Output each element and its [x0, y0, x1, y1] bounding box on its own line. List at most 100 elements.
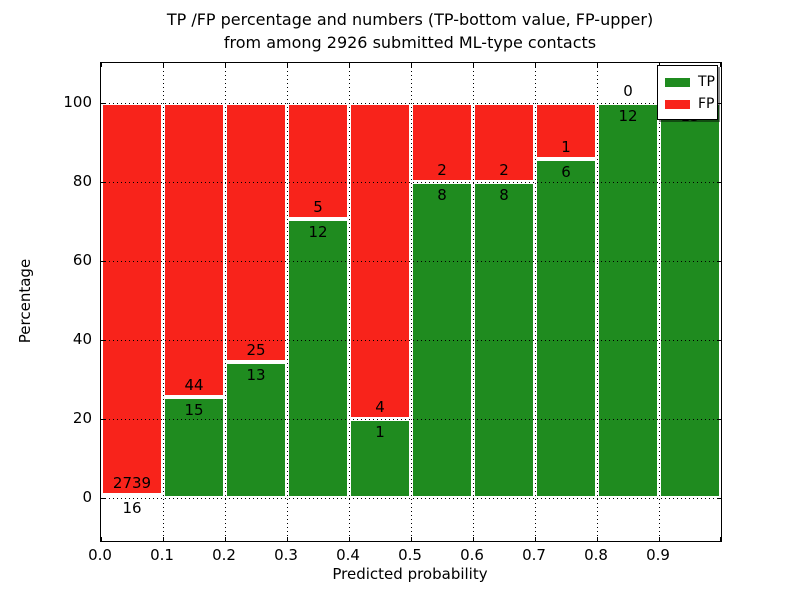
y-tick-right — [717, 418, 721, 420]
y-tick-label: 80 — [72, 171, 92, 190]
x-tick-top — [473, 63, 474, 67]
x-gridline — [163, 63, 164, 541]
bar-tp-segment — [597, 102, 659, 498]
bar-fp-segment — [411, 102, 473, 182]
x-tick-bottom — [597, 537, 598, 541]
plot-area: TP FP 2739164415251351241282816012013 — [100, 62, 722, 542]
x-tick-bottom — [287, 537, 288, 541]
fp-count-label: 2 — [437, 160, 447, 179]
legend-item-tp: TP — [665, 71, 715, 93]
fp-count-label: 25 — [246, 341, 266, 360]
x-tick-label: 0.8 — [584, 546, 608, 564]
bar-tp-segment — [225, 362, 287, 498]
y-tick-right — [717, 102, 721, 104]
bar-fp-segment — [287, 102, 349, 219]
x-tick-bottom — [411, 537, 412, 541]
bar-tp-segment — [287, 218, 349, 498]
fp-count-label: 2739 — [112, 474, 152, 493]
x-tick-label: 0.0 — [88, 546, 112, 564]
x-tick-label: 0.9 — [646, 546, 670, 564]
tp-legend-label: TP — [698, 74, 715, 90]
bar-fp-segment — [225, 102, 287, 363]
fp-count-label: 0 — [623, 81, 633, 100]
x-axis-label: Predicted probability — [332, 565, 488, 583]
x-tick-top — [411, 63, 412, 67]
x-gridline — [659, 63, 660, 541]
x-tick-label: 0.2 — [212, 546, 236, 564]
x-tick-top — [163, 63, 164, 67]
y-tick-right — [717, 181, 721, 183]
tp-count-label: 6 — [561, 162, 571, 181]
y-tick-right — [717, 339, 721, 341]
x-tick-label: 0.5 — [398, 546, 422, 564]
bar-fp-segment — [163, 102, 225, 398]
y-tick-label: 60 — [72, 250, 92, 269]
x-tick-label: 0.6 — [460, 546, 484, 564]
tp-count-label: 1 — [375, 422, 385, 441]
tp-legend-swatch — [665, 77, 690, 87]
x-tick-bottom — [659, 537, 660, 541]
x-tick-top — [535, 63, 536, 67]
x-gridline — [287, 63, 288, 541]
y-tick-left — [101, 339, 105, 341]
chart-title-line2: from among 2926 submitted ML-type contac… — [223, 33, 597, 52]
bar-tp-segment — [163, 397, 225, 498]
y-axis-label: Percentage — [16, 258, 34, 344]
y-tick-right — [717, 260, 721, 262]
x-tick-bottom — [225, 537, 226, 541]
x-tick-bottom — [535, 537, 536, 541]
bar-tp-segment — [659, 102, 721, 498]
tp-count-label: 15 — [184, 401, 204, 420]
x-gridline — [473, 63, 474, 541]
fp-legend-swatch — [665, 99, 690, 109]
bar-fp-segment — [349, 102, 411, 419]
x-tick-top — [225, 63, 226, 67]
x-tick-top — [349, 63, 350, 67]
legend-item-fp: FP — [665, 93, 715, 115]
x-gridline — [349, 63, 350, 541]
x-tick-label: 0.1 — [150, 546, 174, 564]
fp-count-label: 2 — [499, 160, 509, 179]
x-tick-top — [597, 63, 598, 67]
x-tick-bottom — [720, 537, 721, 541]
x-tick-top — [287, 63, 288, 67]
chart-title: TP /FP percentage and numbers (TP-bottom… — [90, 8, 730, 54]
bar-tp-segment — [535, 158, 597, 498]
x-tick-bottom — [101, 537, 102, 541]
tp-count-label: 12 — [618, 106, 638, 125]
y-tick-label: 100 — [63, 92, 92, 111]
bar-fp-segment — [473, 102, 535, 182]
bar-fp-segment — [101, 102, 163, 496]
y-tick-left — [101, 102, 105, 104]
chart-title-line1: TP /FP percentage and numbers (TP-bottom… — [166, 10, 654, 29]
x-tick-top — [720, 63, 721, 67]
x-tick-bottom — [473, 537, 474, 541]
y-tick-left — [101, 181, 105, 183]
x-gridline — [411, 63, 412, 541]
x-tick-bottom — [349, 537, 350, 541]
y-tick-left — [101, 418, 105, 420]
tp-count-label: 8 — [437, 185, 447, 204]
tp-count-label: 12 — [308, 222, 328, 241]
fp-count-label: 44 — [184, 376, 204, 395]
y-tick-left — [101, 260, 105, 262]
bar-tp-segment — [473, 181, 535, 498]
tp-count-label: 8 — [499, 185, 509, 204]
bar-tp-segment — [411, 181, 473, 498]
y-tick-label: 0 — [82, 487, 92, 506]
fp-legend-label: FP — [698, 96, 715, 112]
fp-count-label: 1 — [561, 137, 571, 156]
fp-count-label: 4 — [375, 397, 385, 416]
x-gridline — [225, 63, 226, 541]
tp-count-label: 16 — [122, 499, 142, 518]
x-tick-top — [101, 63, 102, 67]
y-tick-label: 40 — [72, 329, 92, 348]
x-gridline — [535, 63, 536, 541]
fp-count-label: 5 — [313, 197, 323, 216]
y-tick-left — [101, 497, 105, 499]
x-tick-label: 0.7 — [522, 546, 546, 564]
x-gridline — [597, 63, 598, 541]
bar-tp-segment — [349, 418, 411, 498]
legend: TP FP — [657, 65, 718, 120]
